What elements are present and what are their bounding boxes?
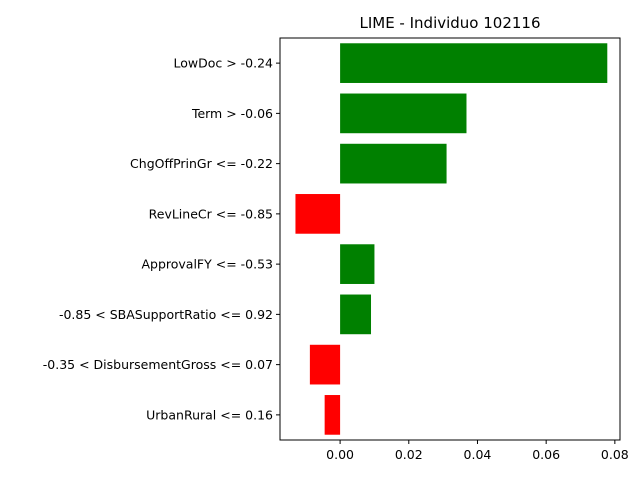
x-tick-label: 0.02 bbox=[395, 447, 423, 462]
x-tick-label: 0.04 bbox=[464, 447, 492, 462]
bar-2 bbox=[340, 93, 467, 134]
y-tick-label: -0.85 < SBASupportRatio <= 0.92 bbox=[59, 307, 273, 322]
y-tick-label: ChgOffPrinGr <= -0.22 bbox=[130, 156, 273, 171]
bar-8 bbox=[324, 395, 341, 435]
y-tick-label: RevLineCr <= -0.85 bbox=[149, 206, 273, 221]
y-tick-label: LowDoc > -0.24 bbox=[173, 56, 273, 71]
bar-5 bbox=[340, 244, 375, 284]
bar-3 bbox=[340, 143, 447, 184]
y-tick-label: -0.35 < DisbursementGross <= 0.07 bbox=[43, 357, 273, 372]
bars-group bbox=[295, 43, 608, 435]
bar-1 bbox=[340, 43, 608, 83]
y-tick-label: UrbanRural <= 0.16 bbox=[146, 407, 273, 422]
y-tick-label: Term > -0.06 bbox=[191, 106, 273, 121]
chart-title: LIME - Individuo 102116 bbox=[359, 14, 540, 32]
y-axis-ticks: LowDoc > -0.24 Term > -0.06 ChgOffPrinGr <… bbox=[43, 56, 280, 422]
x-axis-ticks: 0.00 0.02 0.04 0.06 0.08 bbox=[326, 440, 629, 462]
bar-4 bbox=[295, 194, 341, 234]
bar-6 bbox=[340, 294, 372, 335]
x-tick-label: 0.08 bbox=[601, 447, 629, 462]
y-tick-label: ApprovalFY <= -0.53 bbox=[141, 257, 273, 272]
bar-7 bbox=[309, 344, 341, 385]
x-tick-label: 0.00 bbox=[326, 447, 354, 462]
x-tick-label: 0.06 bbox=[532, 447, 560, 462]
plot-frame bbox=[279, 37, 621, 441]
